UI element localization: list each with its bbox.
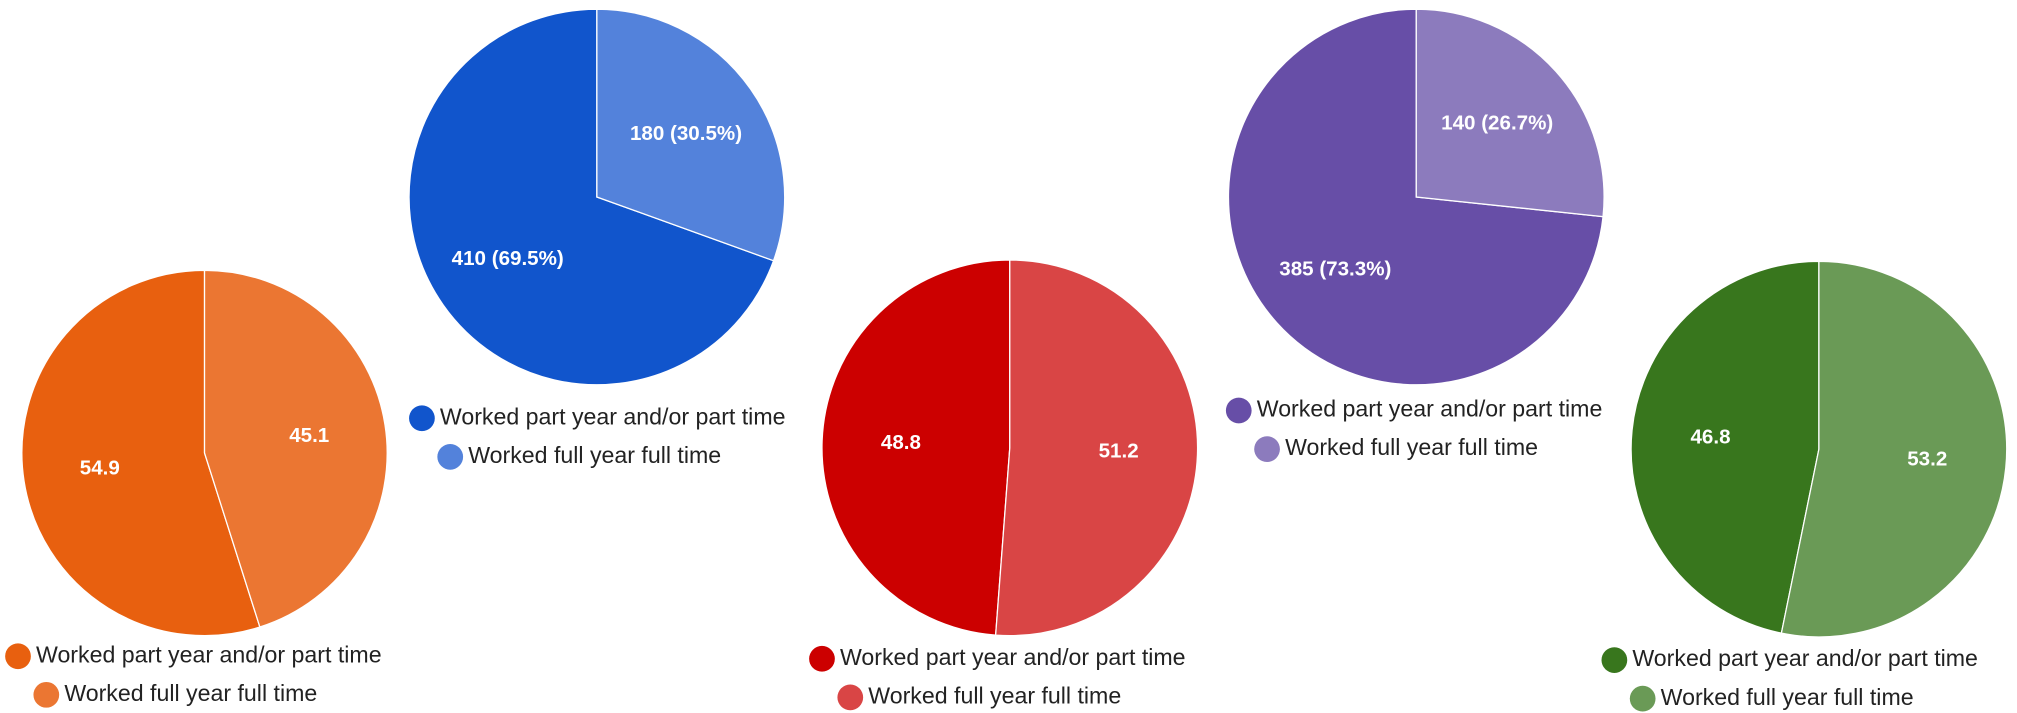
legend-marker — [809, 645, 835, 672]
legend-label: Worked full year full time — [64, 680, 317, 706]
legend-marker — [409, 405, 435, 432]
slice-label: 46.8 — [1690, 426, 1730, 449]
slice-label: 54.9 — [80, 457, 120, 480]
slice-label: 48.8 — [881, 431, 921, 454]
legend-label: Worked full year full time — [1661, 684, 1914, 710]
pie-chart: 385 (73.3%) 140 (26.7%) Worked part year a… — [1225, 8, 1605, 462]
pie-slice — [21, 269, 261, 637]
pie-slice — [408, 8, 775, 386]
pie-slice — [596, 8, 786, 262]
legend-label: Worked part year and/or part time — [1257, 396, 1603, 422]
slice-label: 140 (26.7%) — [1441, 112, 1553, 135]
legend-marker — [1254, 436, 1280, 462]
slice-label: 385 (73.3%) — [1279, 257, 1391, 280]
legend-label: Worked part year and/or part time — [36, 641, 382, 667]
slice-label: 53.2 — [1907, 447, 1947, 470]
legend-label: Worked full year full time — [1285, 434, 1538, 460]
legend-label: Worked part year and/or part time — [1632, 645, 1978, 671]
pie-chart: 54.9 45.1 Worked part year and/or part tim… — [5, 269, 388, 708]
slice-label: 410 (69.5%) — [452, 247, 564, 270]
pie-chart: 410 (69.5%) 180 (30.5%) Worked part year a… — [408, 8, 786, 470]
legend-marker — [837, 684, 864, 711]
pie-slice — [203, 269, 388, 628]
pie-slice — [1630, 260, 1820, 634]
pie-slice — [1415, 8, 1605, 218]
legend-label: Worked part year and/or part time — [840, 644, 1186, 670]
legend-marker — [1601, 647, 1628, 673]
pie-slice — [821, 259, 1011, 636]
legend-marker — [1225, 397, 1252, 424]
legend-label: Worked part year and/or part time — [440, 403, 786, 429]
pie-chart: 46.8 53.2 Worked part year and/or part tim… — [1601, 260, 2008, 712]
slice-label: 51.2 — [1099, 439, 1139, 462]
legend-label: Worked full year full time — [868, 682, 1121, 708]
legend-label: Worked full year full time — [468, 442, 721, 468]
pie-slice — [994, 259, 1199, 637]
pie-chart: 48.8 51.2 Worked part year and/or part tim… — [809, 259, 1199, 711]
slice-label: 180 (30.5%) — [630, 122, 742, 145]
legend-marker — [437, 443, 464, 470]
legend-marker — [1629, 685, 1656, 712]
legend-marker — [33, 681, 60, 708]
slice-label: 45.1 — [289, 424, 329, 447]
pie-slice — [1780, 260, 2008, 638]
legend-marker — [5, 643, 31, 670]
